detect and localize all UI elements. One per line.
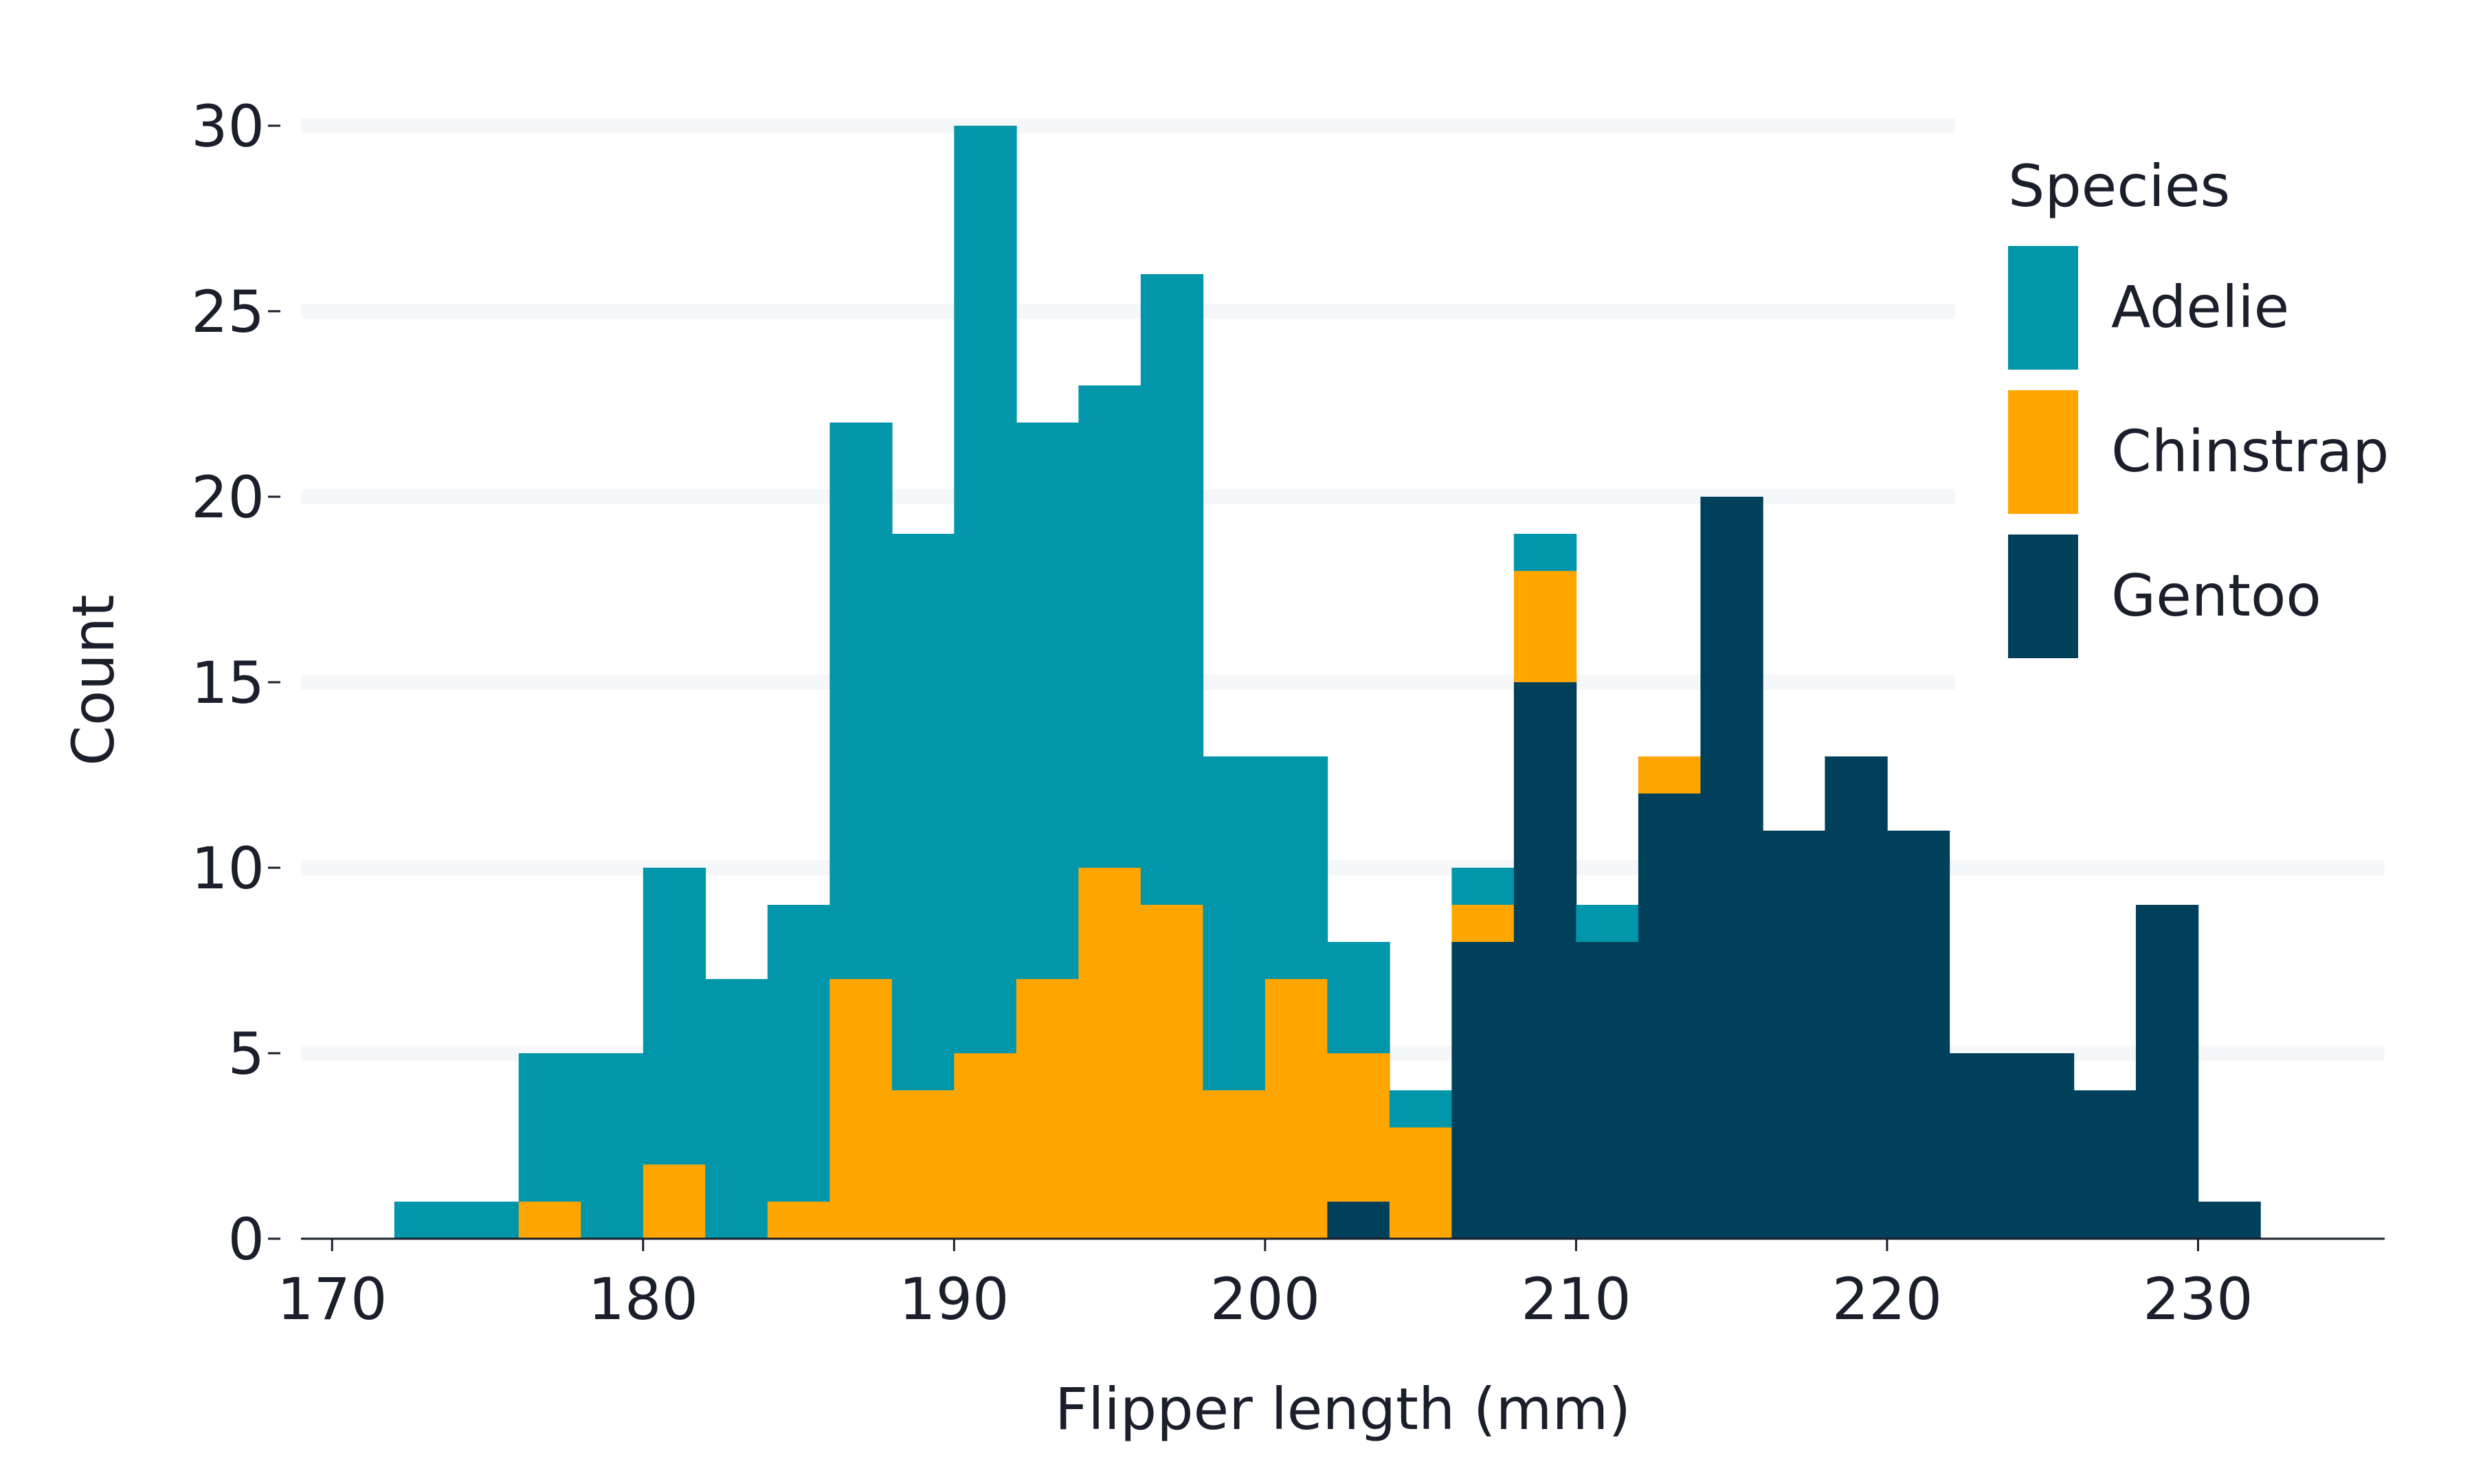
bar-chinstrap: [1389, 1127, 1453, 1239]
bar-chinstrap: [1264, 979, 1328, 1239]
bar-adelie: [1264, 756, 1328, 979]
bar-adelie: [705, 979, 768, 1239]
bar-adelie: [1389, 1090, 1453, 1127]
x-tick-label: 170: [277, 1266, 387, 1333]
bar-adelie: [1451, 868, 1515, 905]
legend: Species Adelie Chinstrap Gentoo: [2008, 153, 2389, 658]
bar-chinstrap: [1078, 868, 1141, 1239]
y-tick-label: 0: [228, 1206, 265, 1273]
legend-swatch-chinstrap: [2008, 390, 2078, 514]
bar-adelie: [394, 1202, 458, 1239]
bar-chinstrap: [518, 1202, 582, 1239]
x-tick-label: 180: [588, 1266, 698, 1333]
bar-gentoo: [1762, 831, 1826, 1239]
bar-chinstrap: [891, 1090, 955, 1239]
x-tick-label: 200: [1210, 1266, 1320, 1333]
x-axis-ticks: 170 180 190 200 210 220 230: [277, 1239, 2253, 1333]
bar-adelie: [1203, 756, 1266, 1090]
bar-chinstrap: [1016, 979, 1080, 1239]
bar-adelie: [1576, 905, 1639, 942]
y-axis-ticks: 0 5 10 15 20 25 30: [191, 93, 280, 1273]
legend-label-chinstrap: Chinstrap: [2111, 418, 2389, 485]
bar-gentoo: [1576, 942, 1639, 1239]
bar-adelie: [1513, 534, 1577, 571]
y-tick-label: 15: [191, 649, 265, 717]
y-tick-label: 10: [191, 835, 265, 902]
bar-gentoo: [2135, 905, 2199, 1239]
bar-gentoo: [1513, 682, 1577, 1239]
legend-label-adelie: Adelie: [2111, 273, 2289, 341]
bar-gentoo: [2011, 1053, 2075, 1239]
bar-chinstrap: [1140, 905, 1204, 1239]
bar-chinstrap: [829, 979, 893, 1239]
bar-adelie: [643, 868, 706, 1165]
bar-chinstrap: [1513, 571, 1577, 682]
x-tick-label: 210: [1521, 1266, 1631, 1333]
bar-adelie: [456, 1202, 520, 1239]
x-tick-label: 220: [1832, 1266, 1942, 1333]
bar-adelie: [767, 905, 831, 1202]
bar-gentoo: [1949, 1053, 2012, 1239]
y-tick-label: 25: [191, 278, 265, 346]
bar-gentoo: [1451, 942, 1515, 1239]
bar-gentoo: [2198, 1202, 2261, 1239]
bar-adelie: [1327, 942, 1390, 1053]
x-axis-title: Flipper length (mm): [1055, 1375, 1631, 1443]
y-tick-label: 5: [228, 1020, 265, 1088]
bar-gentoo: [1327, 1202, 1390, 1239]
bar-chinstrap: [1451, 905, 1515, 942]
legend-swatch-gentoo: [2008, 535, 2078, 658]
bars: [394, 126, 2261, 1239]
bar-chinstrap: [954, 1053, 1017, 1239]
x-tick-label: 230: [2143, 1266, 2253, 1333]
bar-gentoo: [1638, 794, 1702, 1239]
bar-chinstrap: [767, 1202, 831, 1239]
bar-chinstrap: [643, 1165, 706, 1239]
bar-adelie: [954, 126, 1017, 1053]
x-tick-label: 190: [899, 1266, 1009, 1333]
y-tick-label: 20: [191, 464, 265, 531]
bar-gentoo: [2073, 1090, 2137, 1239]
bar-adelie: [518, 1053, 582, 1202]
bar-gentoo: [1700, 497, 1763, 1239]
legend-swatch-adelie: [2008, 246, 2078, 370]
bar-adelie: [829, 423, 893, 979]
bar-chinstrap: [1203, 1090, 1266, 1239]
bar-gentoo: [1886, 831, 1950, 1239]
bar-adelie: [581, 1053, 644, 1239]
legend-label-gentoo: Gentoo: [2111, 562, 2321, 629]
bar-adelie: [1140, 274, 1204, 905]
bar-adelie: [1078, 385, 1141, 868]
legend-title: Species: [2008, 153, 2230, 220]
bar-chinstrap: [1638, 756, 1702, 794]
y-axis-title: Count: [60, 594, 127, 765]
y-tick-label: 30: [191, 93, 265, 160]
bar-chinstrap: [1327, 1053, 1390, 1202]
bar-adelie: [1016, 423, 1080, 979]
bar-gentoo: [1825, 756, 1888, 1239]
bar-adelie: [891, 534, 955, 1090]
